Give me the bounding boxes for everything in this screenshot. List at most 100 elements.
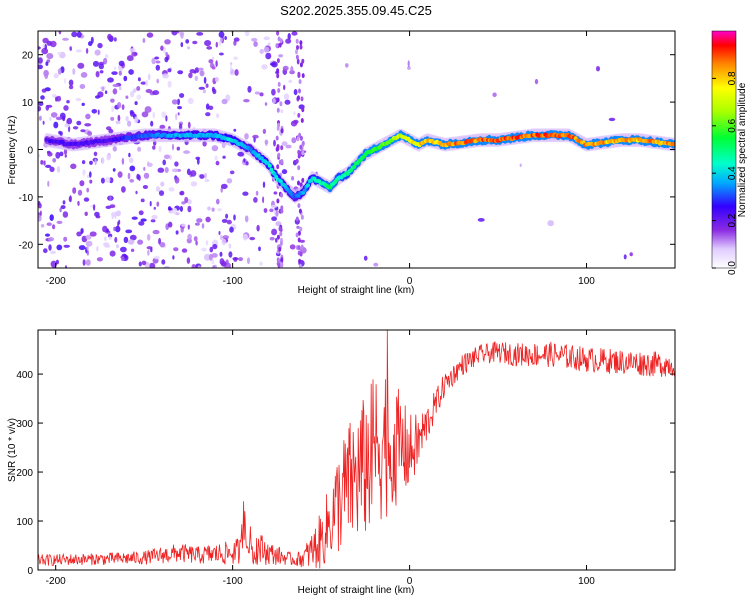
spectrogram-noise-blob — [45, 164, 52, 168]
chart-title: S202.2025.355.09.45.C25 — [280, 3, 432, 18]
spectrogram-noise-blob — [233, 214, 236, 221]
spectrogram-noise-blob — [146, 234, 151, 241]
spectrogram-noise-blob — [153, 206, 156, 210]
spectrogram-noise-blob — [99, 70, 104, 74]
spectrogram-noise-blob — [215, 160, 220, 166]
spectrogram-noise-blob — [47, 180, 50, 187]
snr-x-axis-label: Height of straight line (km) — [298, 585, 415, 596]
spectrogram-noise-blob — [97, 42, 103, 49]
spectrogram-noise-blob — [167, 80, 172, 88]
spectrogram-noise-blob — [154, 56, 160, 60]
spectrogram-noise-blob — [238, 257, 244, 262]
spectrogram-noise-blob — [94, 211, 100, 217]
spectrogram-noise-blob — [145, 89, 153, 93]
spectrogram-noise-blob — [143, 172, 150, 179]
spectrogram-noise-blob — [71, 31, 78, 38]
spectrogram-noise-blob — [127, 120, 132, 127]
spectrogram-noise-blob — [179, 93, 185, 98]
spectrogram-noise-blob — [152, 90, 160, 96]
spectrogram-noise-blob — [172, 168, 179, 173]
spectrogram-noise-blob — [114, 66, 117, 70]
spectrogram-noise-blob — [180, 227, 184, 233]
spectrogram-noise-blob — [55, 116, 63, 121]
spectrogram-noise-blob — [265, 52, 272, 60]
snr-x-ticks: -200 -100 0 100 — [46, 330, 595, 587]
spectrogram-noise-blob — [146, 246, 153, 250]
spectrogram-noise-blob — [83, 197, 90, 202]
colorbar-ticks: 0.0 0.2 0.4 0.6 0.8 — [712, 71, 738, 275]
spectrogram-band-blob — [299, 144, 303, 150]
spectrogram-noise-blob — [81, 102, 85, 106]
colorbar-tick-label: 0.0 — [727, 261, 738, 275]
spectrogram-noise-blob — [85, 240, 93, 247]
spectrogram-noise-blob — [138, 261, 142, 267]
spectrogram-band-blob — [279, 231, 283, 237]
spectrogram-noise-blob — [158, 145, 162, 153]
spectrogram-band-blob — [295, 38, 299, 44]
spectrogram-noise-blob — [104, 54, 109, 59]
spectrogram-noise-blob — [89, 171, 92, 178]
spectrogram-noise-blob — [62, 211, 69, 218]
spectrogram-noise-blob — [77, 200, 80, 206]
spectrogram-noise-blob — [56, 166, 61, 173]
spectrogram-noise-blob — [222, 155, 226, 159]
spectrogram-y-tick-label: -20 — [19, 240, 34, 251]
spectrogram-band-blob — [300, 244, 304, 250]
spectrogram-noise-blob — [172, 255, 175, 260]
spectrogram-noise-blob — [114, 236, 118, 243]
spectrogram-noise-blob — [68, 79, 74, 86]
spectrogram-noise-blob — [129, 165, 136, 172]
spectrogram-noise-blob — [218, 52, 224, 56]
spectrogram-noise-blob — [290, 66, 294, 73]
spectrogram-noise-blob — [251, 37, 258, 42]
spectrogram-noise-blob — [199, 174, 205, 179]
spectrogram-noise-blob — [193, 236, 198, 242]
spectrogram-noise-blob — [244, 215, 249, 223]
spectrogram-noise-blob — [137, 77, 141, 82]
spectrogram-noise-blob — [125, 229, 133, 234]
spectrogram-noise-blob — [233, 128, 237, 132]
spectrogram-noise-blob — [153, 255, 160, 260]
spectrogram-band-blob — [297, 237, 301, 243]
spectrogram-band-blob — [278, 246, 282, 252]
spectrogram-band-blob — [296, 136, 300, 142]
spectrogram-noise-blob — [141, 111, 149, 118]
spectrogram-noise-blob — [100, 177, 105, 184]
spectrogram-band-blob — [276, 58, 280, 64]
spectrogram-noise-blob — [38, 202, 42, 209]
spectrogram-noise-blob — [194, 75, 198, 82]
spectrogram-noise-blob — [280, 109, 284, 114]
spectrogram-noise-blob — [196, 158, 200, 165]
spectrogram-noise-blob — [70, 163, 77, 170]
spectrogram-noise-blob — [233, 37, 240, 42]
snr-y-tick-label: 400 — [16, 370, 33, 381]
spectrogram-noise-blob — [118, 60, 125, 67]
spectrogram-noise-blob — [219, 37, 223, 43]
spectrogram-noise-blob — [160, 45, 164, 51]
spectrogram-noise-blob — [285, 38, 292, 44]
spectrogram-noise-blob — [547, 220, 554, 227]
spectrogram-band-blob — [297, 149, 301, 155]
spectrogram-band-blob — [295, 54, 299, 60]
spectrogram-noise-blob — [157, 167, 165, 173]
spectrogram-noise-blob — [156, 78, 159, 84]
spectrogram-noise-blob — [282, 65, 289, 71]
spectrogram-noise-blob — [125, 116, 129, 122]
spectrogram-noise-blob — [261, 64, 268, 70]
spectrogram-noise-blob — [104, 177, 111, 183]
spectrogram-noise-blob — [80, 72, 88, 78]
spectrogram-x-tick-label: -200 — [46, 276, 66, 287]
spectrogram-noise-blob — [168, 187, 175, 192]
spectrogram-noise-blob — [262, 181, 266, 188]
spectrogram-noise-blob — [221, 218, 228, 223]
spectrogram-band-blob — [297, 203, 301, 209]
spectrogram-noise-blob — [188, 72, 193, 79]
spectrogram-noise-blob — [255, 190, 259, 196]
spectrogram-noise-blob — [49, 214, 54, 222]
spectrogram-band-blob — [301, 58, 305, 64]
spectrogram-noise-blob — [98, 63, 105, 70]
spectrogram-noise-blob — [155, 186, 161, 192]
spectrogram-noise-blob — [110, 116, 115, 121]
spectrogram-band-blob — [280, 257, 284, 263]
spectrogram-noise-blob — [202, 140, 207, 147]
